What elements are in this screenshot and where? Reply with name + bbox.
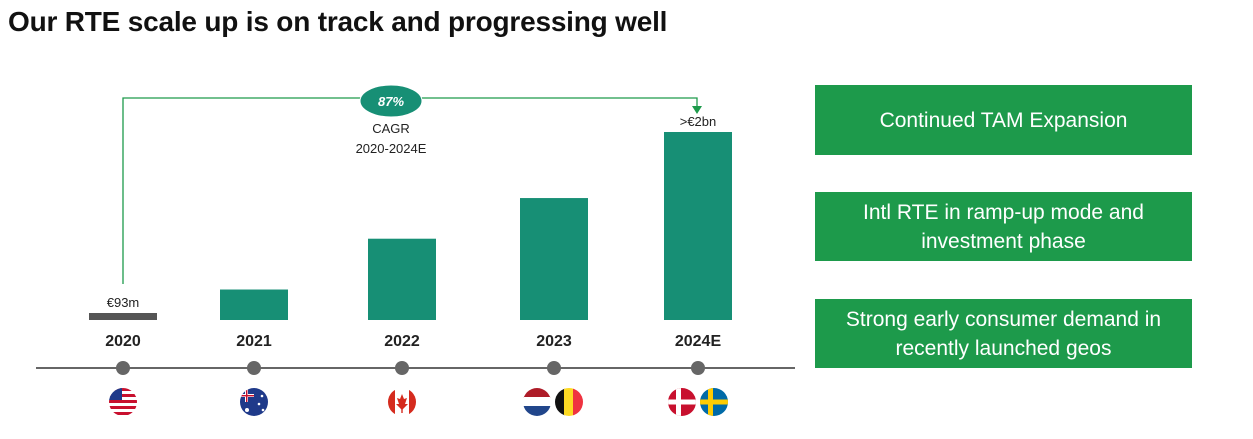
bar-2024e: [664, 132, 732, 320]
cagr-arrowhead: [692, 106, 702, 114]
year-label-2021: 2021: [236, 333, 272, 350]
year-label-2023: 2023: [536, 333, 572, 350]
timeline-dot-2023: [547, 361, 561, 375]
year-label-2022: 2022: [384, 333, 420, 350]
timeline-dot-2022: [395, 361, 409, 375]
canada-flag-icon: [388, 388, 416, 416]
data-label-2024e: >€2bn: [680, 114, 717, 129]
timeline-dot-2024e: [691, 361, 705, 375]
timeline-dot-2021: [247, 361, 261, 375]
cagr-period: 2020-2024E: [356, 141, 427, 156]
denmark-flag-icon: [668, 388, 696, 416]
australia-flag-icon: [240, 388, 268, 416]
timeline-dot-2020: [116, 361, 130, 375]
highlight-box-consumer-demand: Strong early consumer demand in recently…: [815, 299, 1192, 368]
bar-2022: [368, 238, 436, 320]
cagr-badge: [359, 84, 423, 118]
year-label-2020: 2020: [105, 333, 141, 350]
rte-chart: 87% CAGR 2020-2024E €93m 2020 2021 2022 2023…: [36, 84, 795, 416]
data-label-2020: €93m: [107, 295, 140, 310]
cagr-label: CAGR: [372, 121, 410, 136]
bar-2020: [89, 313, 157, 320]
belgium-flag-icon: [555, 388, 583, 416]
year-label-2024e: 2024E: [675, 333, 722, 350]
us-flag-icon: [109, 388, 137, 416]
page-title: Our RTE scale up is on track and progres…: [8, 6, 668, 37]
bar-2023: [520, 198, 588, 320]
highlight-box-tam: Continued TAM Expansion: [815, 85, 1192, 155]
sweden-flag-icon: [700, 388, 728, 416]
bar-2021: [220, 289, 288, 320]
cagr-value: 87%: [378, 94, 404, 109]
netherlands-flag-icon: [523, 388, 551, 416]
highlight-box-intl-rte: Intl RTE in ramp-up mode and investment …: [815, 192, 1192, 261]
